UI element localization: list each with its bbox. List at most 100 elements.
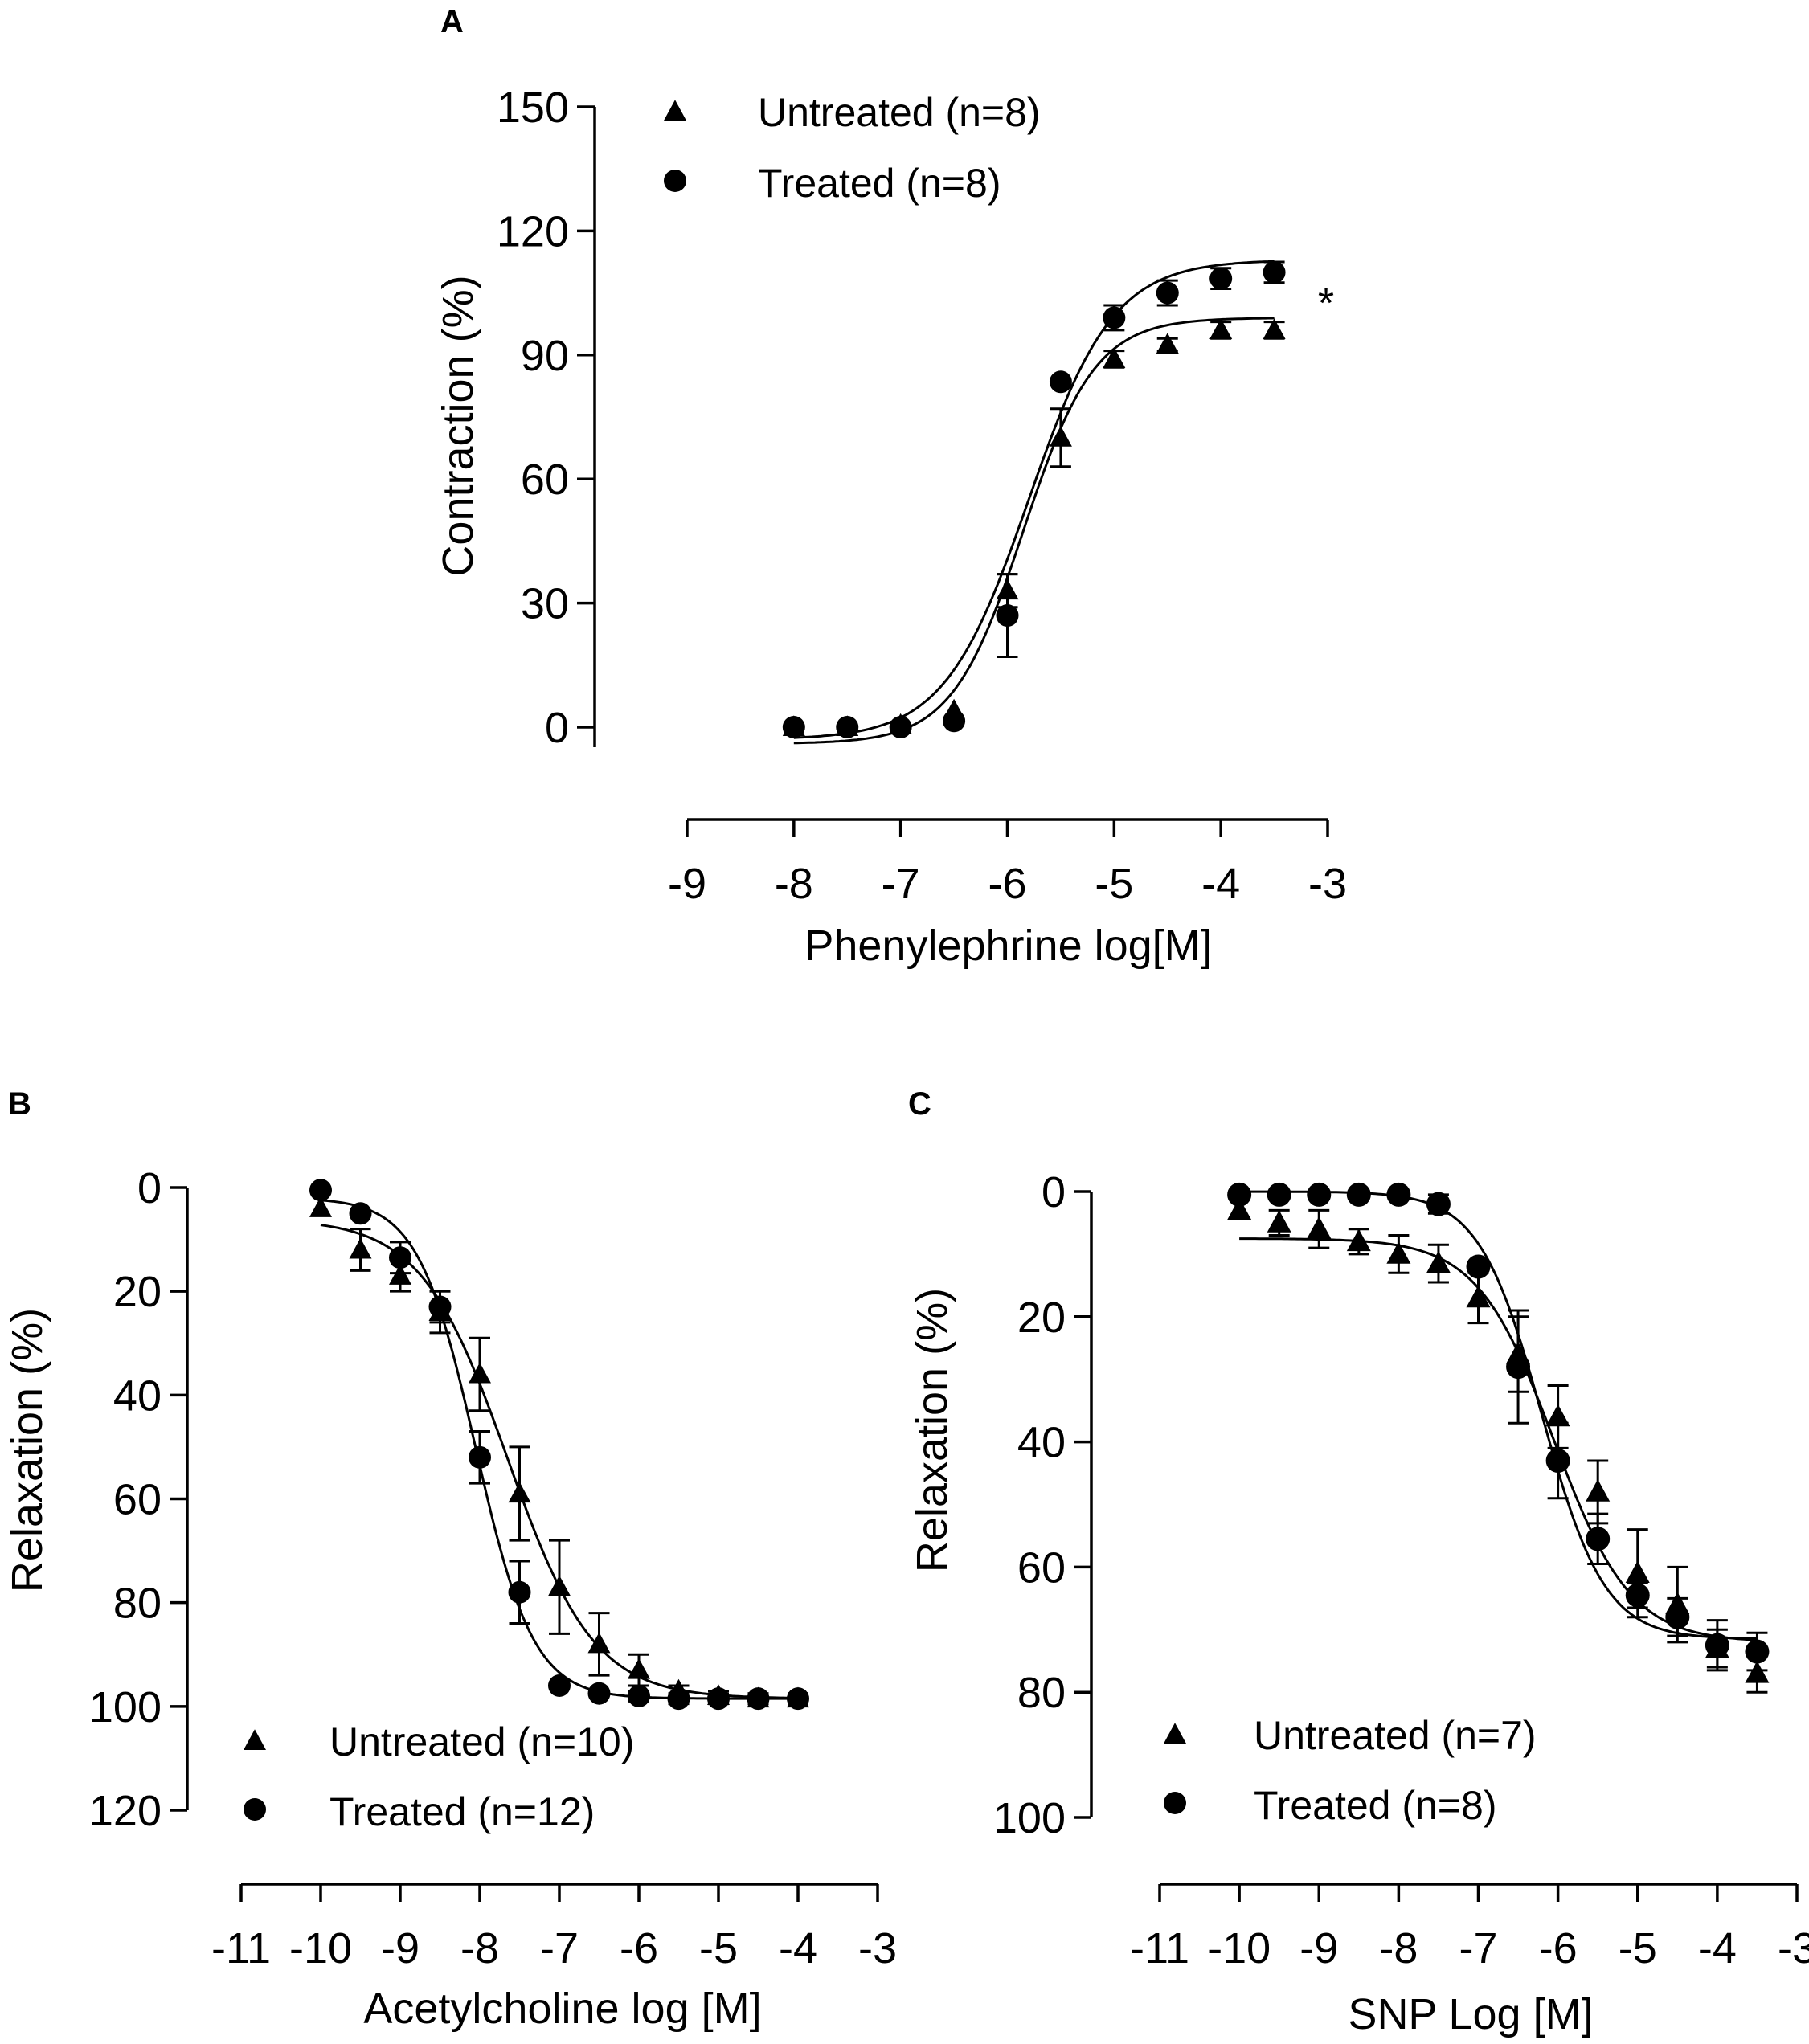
y-tick-label: 90 (521, 332, 569, 380)
panel-a-significance-annotation: * (1318, 280, 1334, 327)
x-tick-label: -8 (775, 860, 813, 908)
data-point-circle (1625, 1583, 1650, 1608)
legend-circle-marker (664, 170, 686, 192)
y-tick-label: 40 (113, 1372, 162, 1420)
legend-circle-marker (244, 1798, 266, 1821)
legend-triangle-marker (664, 100, 686, 121)
data-point-circle (1586, 1527, 1611, 1551)
data-point-circle (1466, 1254, 1491, 1279)
panel-b-axes: 0 20 40 60 80 100 120 -11 -10 -9 -8 -7 -6 -5 -4 -3 (89, 1164, 897, 1972)
data-point-triangle (1103, 347, 1126, 368)
fit-curve-triangle (1239, 1237, 1758, 1641)
panel-a-legend: Untreated (n=8) Treated (n=8) (664, 90, 1041, 206)
data-point-triangle (1466, 1285, 1491, 1308)
data-point-circle (1103, 306, 1126, 329)
data-point-circle (1386, 1182, 1411, 1207)
data-point-circle (1545, 1448, 1570, 1473)
y-tick-label: 0 (545, 704, 569, 752)
panel-a-letter: A (440, 4, 464, 39)
x-tick-label: -5 (1095, 860, 1133, 908)
data-point-triangle (1209, 318, 1233, 339)
panel-a-contraction-chart: A 0 30 60 90 120 150 -9 -8 -7 -6 -5 -4 -3 Untreated … (434, 4, 1347, 970)
data-point-circle (1049, 370, 1072, 394)
data-point-triangle (1227, 1197, 1252, 1220)
panel-c-snp-chart: C 0 20 40 60 80 100 -11 -10 -9 -8 -7 -6 -5 -4 -3 Untre… (908, 1086, 1809, 2038)
x-tick-label: -9 (381, 1924, 420, 1972)
data-point-circle (943, 709, 966, 733)
panel-c-fit-curves (1239, 1190, 1758, 1641)
x-tick-label: -5 (1619, 1924, 1657, 1972)
data-point-circle (469, 1445, 491, 1469)
data-point-circle (309, 1179, 332, 1202)
data-point-triangle (1625, 1560, 1650, 1584)
data-point-circle (1267, 1182, 1291, 1207)
legend-triangle-marker (1164, 1723, 1186, 1744)
data-point-circle (508, 1580, 531, 1604)
legend-triangle-marker (244, 1729, 266, 1751)
panel-c-letter: C (908, 1086, 931, 1122)
x-tick-label: -3 (1778, 1924, 1809, 1972)
data-point-circle (707, 1687, 730, 1711)
y-tick-label: 120 (89, 1787, 162, 1835)
data-point-circle (628, 1684, 650, 1707)
x-tick-label: -4 (1201, 860, 1240, 908)
data-point-circle (1227, 1182, 1252, 1207)
data-point-triangle (1156, 333, 1179, 354)
data-point-circle (587, 1682, 611, 1705)
data-point-triangle (587, 1632, 611, 1654)
data-point-triangle (1545, 1404, 1570, 1427)
y-tick-label: 100 (89, 1683, 162, 1731)
panel-c-y-axis-title: Relaxation (%) (908, 1288, 956, 1572)
data-point-triangle (548, 1575, 571, 1596)
x-tick-label: -4 (1698, 1924, 1737, 1972)
panel-c-data-points (1227, 1182, 1770, 1694)
data-point-circle (389, 1246, 411, 1269)
legend-label: Treated (n=8) (1254, 1783, 1496, 1828)
x-tick-label: -7 (882, 860, 920, 908)
y-tick-label: 100 (993, 1794, 1066, 1842)
fit-curve-circle (1239, 1190, 1758, 1640)
x-tick-label: -6 (1539, 1924, 1578, 1972)
legend-label: Untreated (n=8) (758, 90, 1041, 135)
y-tick-label: 80 (113, 1580, 162, 1628)
legend-circle-marker (1164, 1792, 1186, 1814)
fit-curve-circle (793, 260, 1275, 739)
panel-b-x-axis-title: Acetylcholine log [M] (363, 1985, 761, 2033)
legend-label: Untreated (n=7) (1254, 1713, 1537, 1758)
y-tick-label: 80 (1017, 1669, 1066, 1717)
legend-label: Untreated (n=10) (329, 1719, 634, 1764)
data-point-circle (1426, 1192, 1451, 1216)
panel-c-axes: 0 20 40 60 80 100 -11 -10 -9 -8 -7 -6 -5 -4 -3 (993, 1168, 1809, 1972)
x-tick-label: -8 (460, 1924, 499, 1972)
panel-c-legend: Untreated (n=7) Treated (n=8) (1164, 1713, 1537, 1828)
data-point-triangle (1426, 1250, 1451, 1273)
legend-label: Treated (n=8) (758, 161, 1001, 206)
panel-b-letter: B (8, 1086, 31, 1122)
panel-b-data-points (309, 1179, 809, 1711)
data-point-triangle (349, 1237, 372, 1259)
y-tick-label: 20 (1017, 1294, 1066, 1342)
data-point-circle (782, 716, 805, 738)
data-point-circle (1209, 267, 1233, 290)
y-tick-label: 60 (521, 456, 569, 504)
y-tick-label: 0 (137, 1164, 162, 1212)
y-tick-label: 30 (521, 580, 569, 628)
data-point-circle (1745, 1639, 1770, 1664)
x-tick-label: -7 (540, 1924, 579, 1972)
data-point-triangle (469, 1362, 491, 1384)
data-point-circle (889, 716, 912, 738)
panel-a-fit-curves (793, 260, 1275, 745)
data-point-circle (428, 1295, 452, 1318)
x-tick-label: -11 (1130, 1924, 1189, 1972)
data-point-circle (836, 716, 859, 738)
data-point-circle (1705, 1633, 1729, 1658)
x-tick-label: -7 (1459, 1924, 1497, 1972)
data-point-circle (667, 1687, 690, 1711)
x-tick-label: -6 (620, 1924, 658, 1972)
y-tick-label: 60 (1017, 1543, 1066, 1592)
y-tick-label: 20 (113, 1268, 162, 1316)
data-point-circle (1307, 1182, 1332, 1207)
x-tick-label: -9 (668, 860, 706, 908)
data-point-circle (1665, 1605, 1690, 1629)
